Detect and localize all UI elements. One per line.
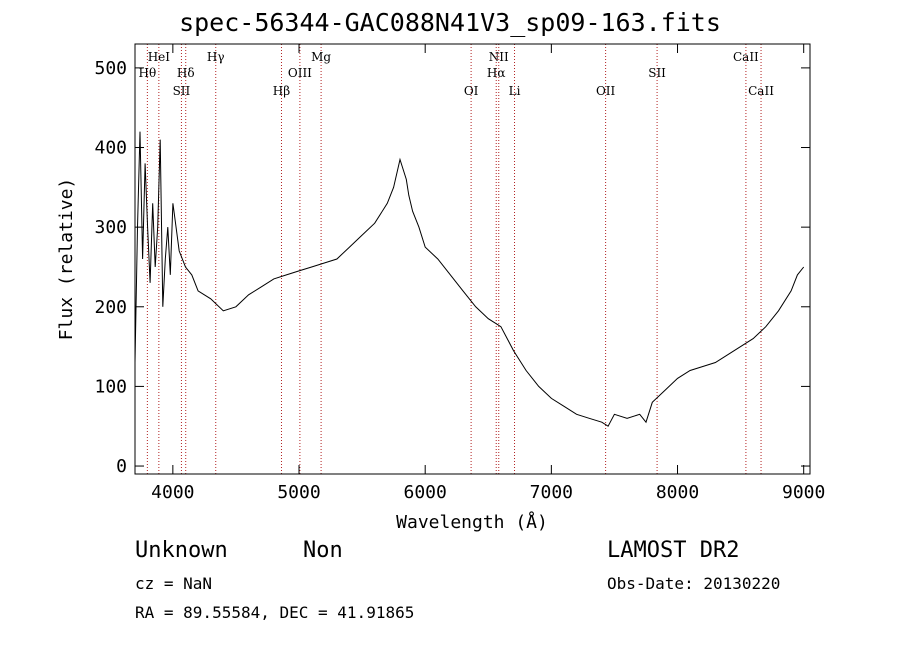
ticks-layer: 4000 5000 6000 7000 8000 9000 0 100 200 300 400 500 xyxy=(94,44,825,503)
chart-title: spec-56344-GAC088N41V3_sp09-163.fits xyxy=(179,8,721,37)
line-label-13: SII xyxy=(648,66,666,80)
redshift-text: cz = NaN xyxy=(135,574,213,593)
coords-text: RA = 89.55584, DEC = 41.91865 xyxy=(135,603,415,622)
line-label-10: Hα xyxy=(487,66,506,80)
line-label-9: NII xyxy=(489,50,509,64)
line-label-15: CaII xyxy=(748,84,774,98)
object-subclass: Non xyxy=(303,538,343,563)
plot-frame xyxy=(134,43,811,475)
x-tick-label-5: 9000 xyxy=(782,482,825,503)
y-tick-label-0: 0 xyxy=(116,456,127,477)
series-line-0 xyxy=(134,131,805,427)
survey-name: LAMOST DR2 xyxy=(607,538,740,563)
line-label-1: HeI xyxy=(148,50,171,64)
x-tick-label-0: 4000 xyxy=(151,482,194,503)
line-label-4: Hγ xyxy=(207,50,225,64)
line-label-6: OIII xyxy=(288,66,312,80)
y-tick-label-3: 300 xyxy=(94,217,127,238)
x-tick-label-3: 7000 xyxy=(530,482,573,503)
line-label-11: Li xyxy=(509,84,521,98)
y-axis-label: Flux (relative) xyxy=(56,178,77,341)
line-label-14: CaII xyxy=(733,50,759,64)
line-label-3: SII xyxy=(173,84,191,98)
x-tick-label-1: 5000 xyxy=(277,482,320,503)
x-axis-label: Wavelength (Å) xyxy=(396,511,548,533)
y-tick-label-2: 200 xyxy=(94,297,127,318)
object-class: Unknown xyxy=(135,538,228,563)
line-label-5: Hβ xyxy=(273,84,290,98)
line-label-2: Hδ xyxy=(177,66,195,80)
x-tick-label-2: 6000 xyxy=(404,482,447,503)
line-label-8: OI xyxy=(464,84,479,98)
y-tick-label-1: 100 xyxy=(94,376,127,397)
y-tick-label-4: 400 xyxy=(94,138,127,159)
obs-date: Obs-Date: 20130220 xyxy=(607,574,781,593)
series-layer xyxy=(134,131,805,427)
line-label-0: Hθ xyxy=(139,66,157,80)
y-tick-label-5: 500 xyxy=(94,58,127,79)
line-label-12: OII xyxy=(596,84,616,98)
line-label-7: Mg xyxy=(311,50,331,64)
x-tick-label-4: 8000 xyxy=(656,482,699,503)
